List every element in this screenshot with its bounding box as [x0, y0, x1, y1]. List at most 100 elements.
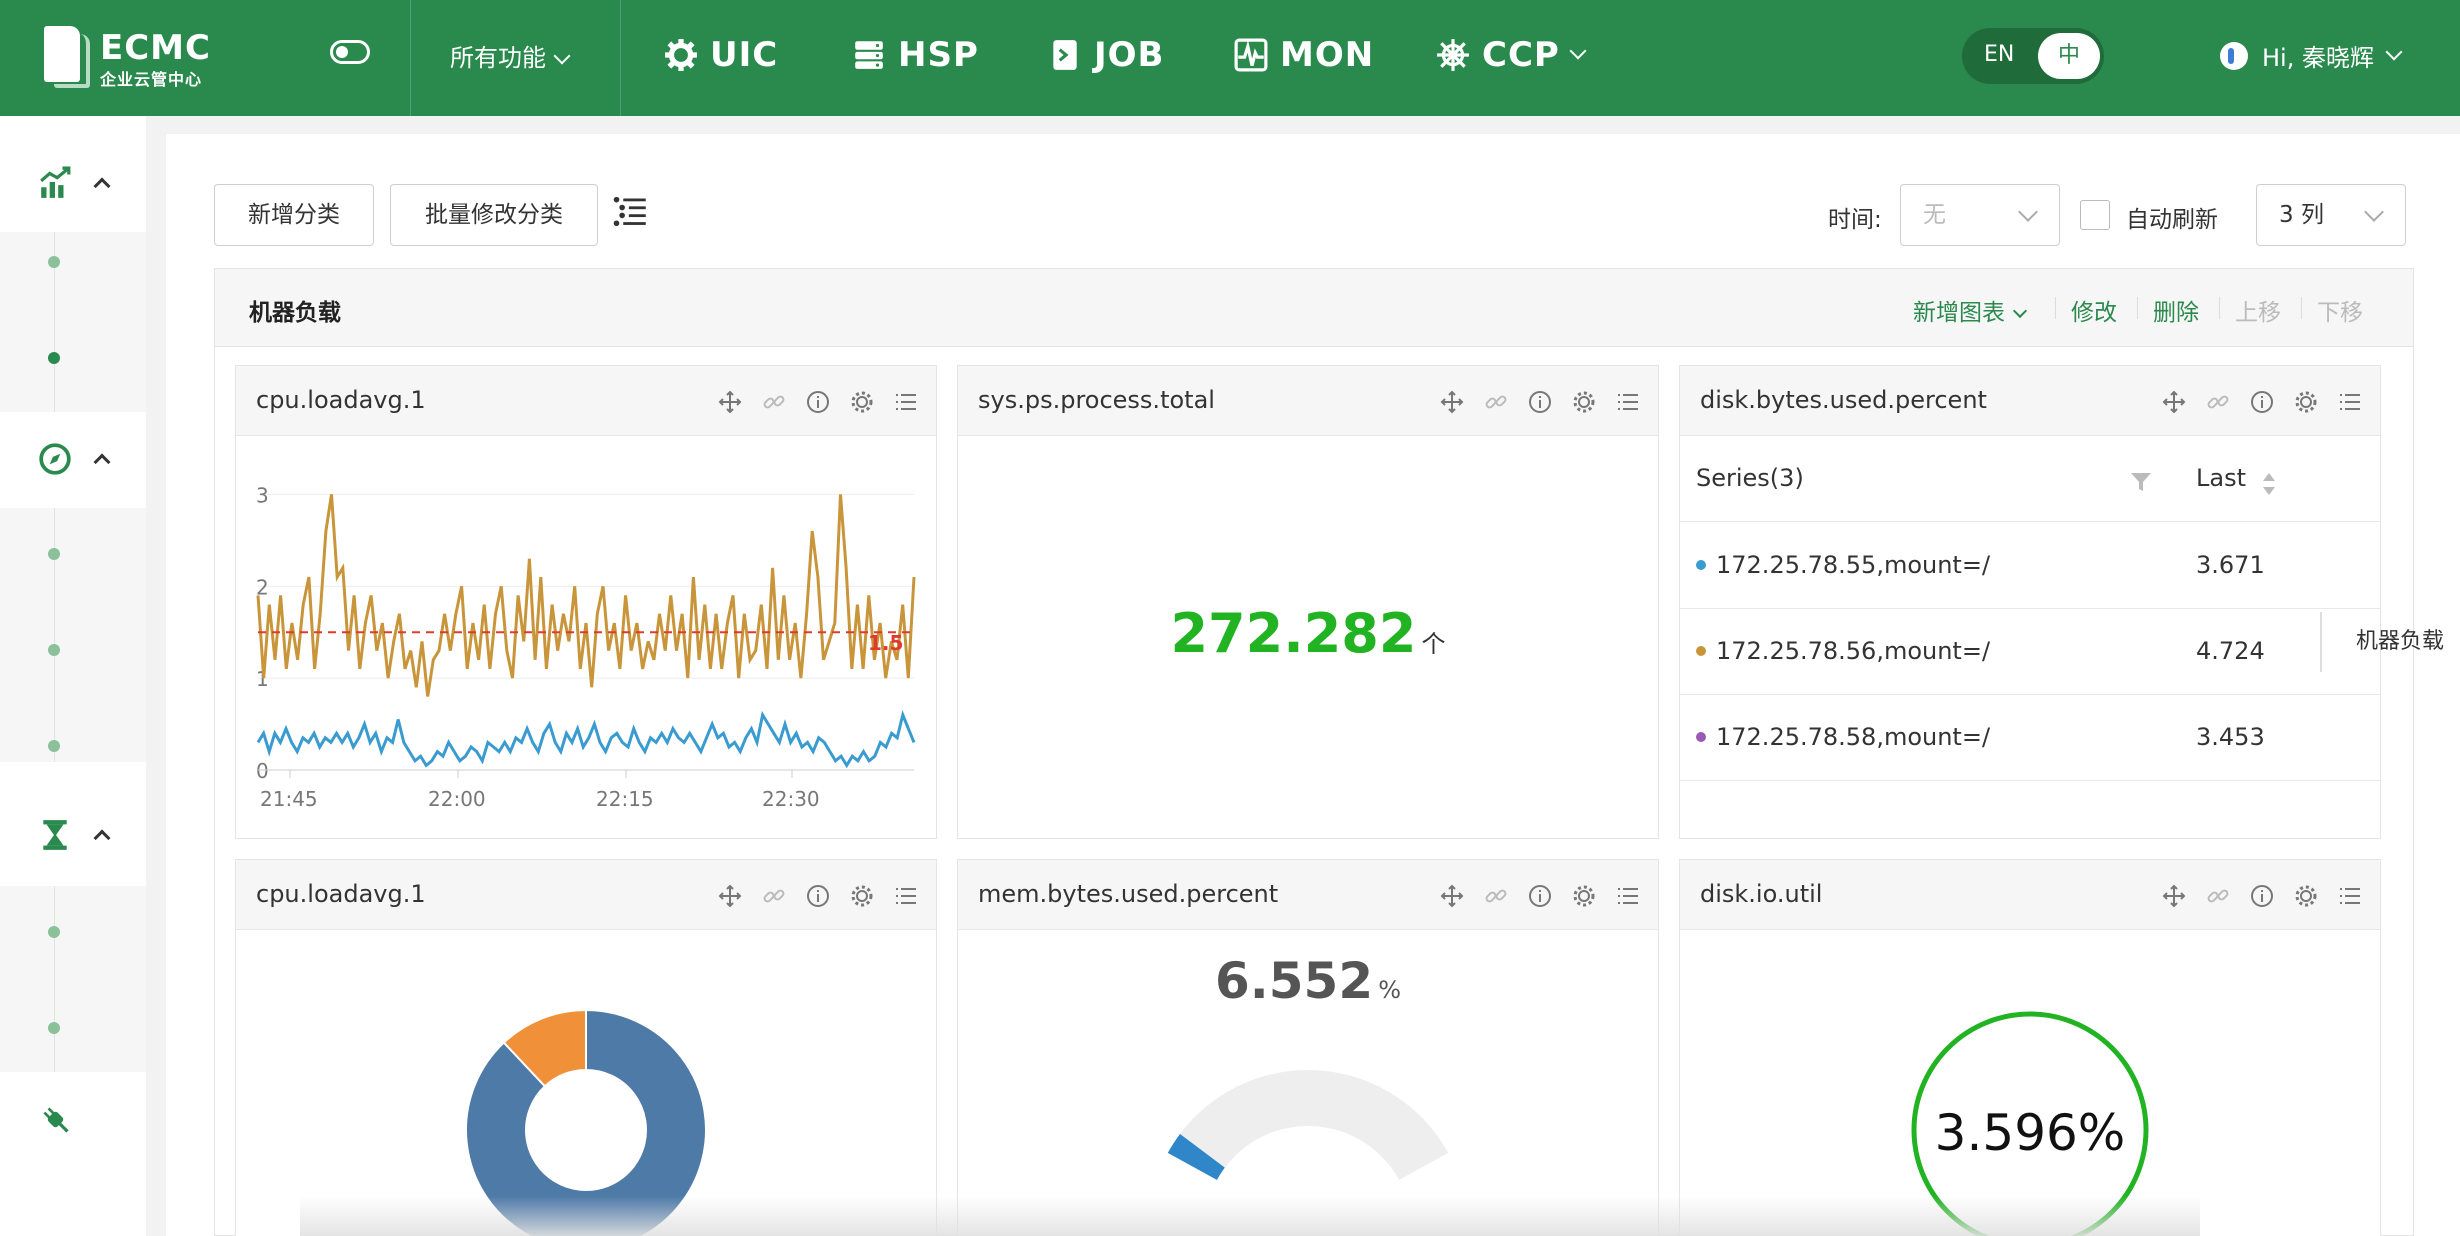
link-icon[interactable] [1482, 388, 1510, 416]
move-up-button[interactable]: 上移 [2235, 300, 2281, 326]
menu-list-icon[interactable] [892, 882, 920, 910]
lang-zh-option[interactable]: 中 [2038, 33, 2100, 79]
chart-card-cpu-loadavg-line: cpu.loadavg.1 0 1 2 3 21:45 22:00 22:15 22:30 1.… [235, 365, 937, 839]
last-column-header[interactable]: Last [2196, 464, 2246, 492]
lang-en-option[interactable]: EN [1984, 42, 2015, 67]
nav-app-mon[interactable]: MON [1234, 30, 1374, 80]
move-down-button[interactable]: 下移 [2317, 300, 2363, 326]
gauge-unit: % [1378, 976, 1402, 1004]
link-icon[interactable] [2204, 882, 2232, 910]
card-title: sys.ps.process.total [978, 386, 1215, 414]
top-navigation-bar: ECMC 企业云管中心 所有功能 UIC HSP JOB MON CCP EN … [0, 0, 2460, 116]
card-header: sys.ps.process.total [958, 366, 1658, 436]
sidebar-subitem-dot[interactable] [48, 926, 60, 938]
chevron-down-icon [2364, 202, 2384, 222]
card-title: cpu.loadavg.1 [256, 880, 426, 908]
sidebar-subitem-dot[interactable] [48, 548, 60, 560]
settings-gear-icon[interactable] [2292, 388, 2320, 416]
logo-mark-icon [44, 26, 90, 88]
user-avatar-icon [2220, 41, 2248, 70]
x-tick-label: 22:30 [762, 787, 820, 811]
menu-list-icon[interactable] [2336, 388, 2364, 416]
series-name: 172.25.78.55,mount=/ [1716, 551, 1991, 579]
info-icon[interactable] [1526, 882, 1554, 910]
gauge-chart[interactable] [958, 1030, 1658, 1230]
main-panel: 新增分类 批量修改分类 时间: 无 自动刷新 3 列 机器负载 新增图表 修改 … [166, 134, 2460, 1236]
menu-list-icon[interactable] [1614, 882, 1642, 910]
filter-icon[interactable] [2130, 472, 2152, 492]
sidebar-subitem-dot[interactable] [48, 1022, 60, 1034]
series-column-header: Series(3) [1696, 464, 1804, 492]
settings-gear-icon[interactable] [848, 388, 876, 416]
link-icon[interactable] [760, 388, 788, 416]
info-icon[interactable] [1526, 388, 1554, 416]
sidebar-subitem-dot[interactable] [48, 740, 60, 752]
add-chart-label: 新增图表 [1913, 300, 2005, 326]
left-sidebar [0, 116, 146, 1236]
sort-icon[interactable] [2262, 470, 2276, 498]
info-icon[interactable] [804, 388, 832, 416]
add-chart-button[interactable]: 新增图表 [1913, 293, 2028, 327]
table-row[interactable]: 172.25.78.56,mount=/ 4.724 [1680, 609, 2380, 695]
menu-list-icon[interactable] [1614, 388, 1642, 416]
auto-refresh-label[interactable]: 自动刷新 [2126, 207, 2218, 233]
floating-section-tab[interactable]: 机器负载 [2320, 612, 2444, 672]
settings-gear-icon[interactable] [2292, 882, 2320, 910]
link-icon[interactable] [760, 882, 788, 910]
nav-app-hsp[interactable]: HSP [852, 30, 979, 80]
drag-move-icon[interactable] [2160, 388, 2188, 416]
nav-app-label: UIC [710, 35, 779, 75]
y-tick-label: 0 [256, 759, 269, 783]
chart-icon [40, 166, 71, 198]
card-header: disk.io.util [1680, 860, 2380, 930]
drag-move-icon[interactable] [716, 388, 744, 416]
ring-stat[interactable] [1680, 930, 2380, 1236]
table-row[interactable]: 172.25.78.55,mount=/ 3.671 [1680, 523, 2380, 609]
language-switch[interactable]: EN 中 [1962, 28, 2104, 84]
sidebar-subitem-dot[interactable] [48, 644, 60, 656]
nav-app-ccp[interactable]: CCP [1436, 30, 1587, 80]
info-icon[interactable] [2248, 882, 2276, 910]
ring-circle [1911, 1011, 2149, 1236]
all-features-menu[interactable]: 所有功能 [450, 38, 571, 73]
columns-select[interactable]: 3 列 [2256, 184, 2406, 246]
sidebar-toggle-switch[interactable] [330, 40, 370, 64]
donut-chart[interactable] [236, 930, 936, 1236]
drag-move-icon[interactable] [1438, 882, 1466, 910]
settings-gear-icon[interactable] [1570, 388, 1598, 416]
sidebar-subitem-dot[interactable] [48, 256, 60, 268]
ecmc-logo[interactable]: ECMC 企业云管中心 [44, 26, 214, 89]
plug-icon[interactable] [40, 1104, 74, 1138]
nav-app-uic[interactable]: UIC [664, 30, 778, 80]
list-settings-icon[interactable] [612, 194, 648, 230]
sidebar-group-history[interactable] [0, 792, 146, 878]
add-category-button[interactable]: 新增分类 [214, 184, 374, 246]
drag-move-icon[interactable] [716, 882, 744, 910]
settings-gear-icon[interactable] [1570, 882, 1598, 910]
link-icon[interactable] [2204, 388, 2232, 416]
series-color-dot [1696, 560, 1706, 570]
auto-refresh-checkbox[interactable] [2080, 200, 2110, 230]
drag-move-icon[interactable] [1438, 388, 1466, 416]
user-menu[interactable]: Hi, 秦晓辉 [2220, 38, 2403, 73]
menu-list-icon[interactable] [2336, 882, 2364, 910]
batch-edit-category-button[interactable]: 批量修改分类 [390, 184, 598, 246]
info-icon[interactable] [2248, 388, 2276, 416]
sidebar-group-explore[interactable] [0, 416, 146, 502]
chevron-down-icon [2012, 303, 2028, 319]
link-icon[interactable] [1482, 882, 1510, 910]
chevron-up-icon [93, 177, 111, 195]
table-row[interactable]: 172.25.78.58,mount=/ 3.453 [1680, 695, 2380, 781]
info-icon[interactable] [804, 882, 832, 910]
drag-move-icon[interactable] [2160, 882, 2188, 910]
nav-app-job[interactable]: JOB [1048, 30, 1164, 80]
menu-list-icon[interactable] [892, 388, 920, 416]
sidebar-subitem-dot-active[interactable] [48, 352, 60, 364]
time-select[interactable]: 无 [1900, 184, 2060, 246]
edit-section-button[interactable]: 修改 [2071, 300, 2117, 326]
delete-section-button[interactable]: 删除 [2153, 300, 2199, 326]
settings-gear-icon[interactable] [848, 882, 876, 910]
sidebar-group-dashboard[interactable] [0, 140, 146, 226]
y-tick-label: 3 [256, 483, 269, 507]
